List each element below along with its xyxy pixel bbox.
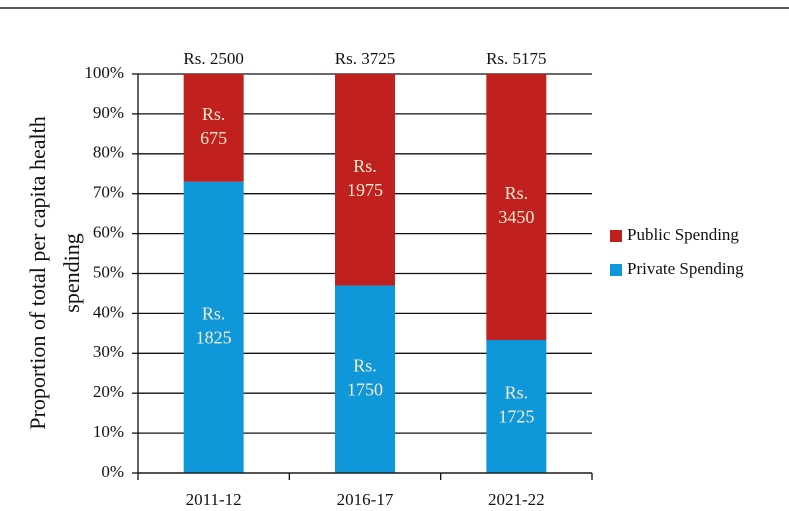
data-label: Rs. 675 [200, 104, 227, 148]
total-label: Rs. 5175 [486, 49, 546, 68]
y-tick-label: 0% [101, 462, 124, 481]
total-label: Rs. 2500 [183, 49, 243, 68]
data-label: Rs. 3450 [498, 183, 534, 227]
legend-swatch [610, 264, 622, 276]
bar-segment [486, 74, 547, 340]
x-tick-label: 2011-12 [186, 490, 242, 509]
y-tick-label: 10% [93, 422, 124, 441]
bar-segment [335, 74, 395, 286]
bar-segment [486, 340, 547, 473]
x-tick-label: 2021-22 [488, 490, 545, 509]
y-tick-label: 100% [84, 63, 124, 82]
y-axis-label: Proportion of total per capita health spe… [25, 116, 84, 429]
y-tick-label: 40% [93, 302, 124, 321]
y-tick-label: 60% [93, 223, 124, 242]
data-label: Rs. 1975 [347, 156, 383, 200]
y-tick-label: 30% [93, 342, 124, 361]
bar-segment [183, 74, 244, 182]
y-tick-label: 90% [93, 103, 124, 122]
y-tick-label: 80% [93, 143, 124, 162]
y-tick-label: 50% [93, 262, 124, 281]
y-tick-label: 20% [93, 382, 124, 401]
data-label: Rs. 1825 [196, 303, 232, 347]
bar-segment [335, 285, 395, 473]
data-label: Rs. 1725 [498, 383, 534, 427]
y-tick-label: 70% [93, 183, 124, 202]
legend-label: Private Spending [627, 259, 744, 278]
bar-segment [183, 181, 244, 474]
x-tick-label: 2016-17 [337, 490, 394, 509]
legend-label: Public Spending [627, 225, 739, 244]
legend-swatch [610, 230, 622, 242]
total-label: Rs. 3725 [335, 49, 395, 68]
data-label: Rs. 1750 [347, 355, 383, 399]
